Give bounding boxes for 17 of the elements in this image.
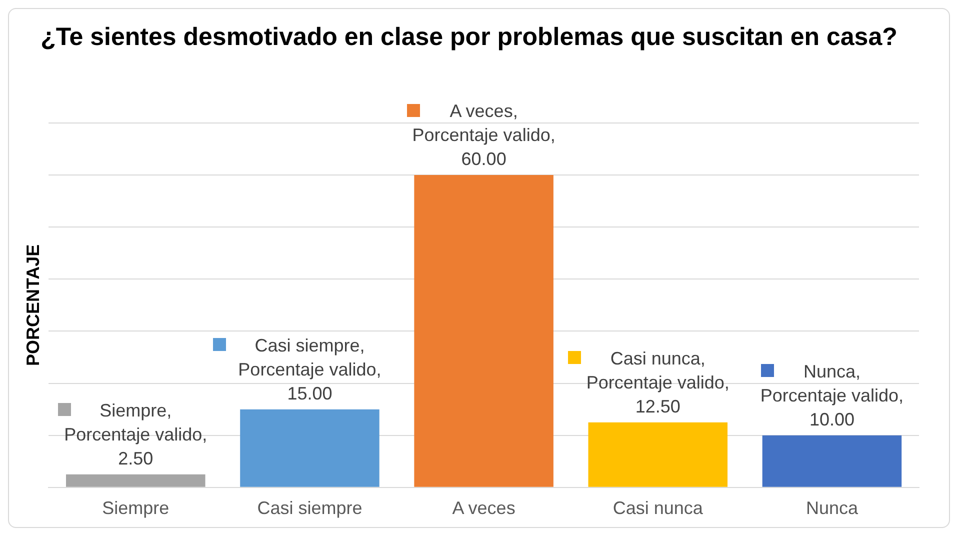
bar	[588, 422, 728, 487]
data-label: Casi nunca, Porcentaje valido, 12.50	[586, 348, 730, 416]
x-tick-label: Siempre	[102, 498, 170, 518]
data-label: Casi siempre, Porcentaje valido, 15.00	[238, 335, 382, 404]
x-tick-label: Casi nunca	[612, 498, 704, 518]
data-label: Nunca, Porcentaje valido, 10.00	[760, 361, 904, 430]
data-label: Siempre, Porcentaje valido, 2.50	[64, 400, 208, 468]
data-label: A veces, Porcentaje valido, 60.00	[412, 101, 556, 170]
x-tick-label: Nunca	[806, 498, 859, 518]
bar	[762, 435, 902, 487]
y-axis-title: PORCENTAJE	[22, 244, 43, 366]
bar	[240, 409, 380, 487]
bar	[414, 175, 554, 487]
x-tick-label: A veces	[452, 498, 516, 518]
x-tick-label: Casi siempre	[257, 498, 362, 518]
bar	[66, 474, 206, 487]
chart-title: ¿Te sientes desmotivado en clase por problemas que suscitan en casa?	[40, 22, 898, 51]
